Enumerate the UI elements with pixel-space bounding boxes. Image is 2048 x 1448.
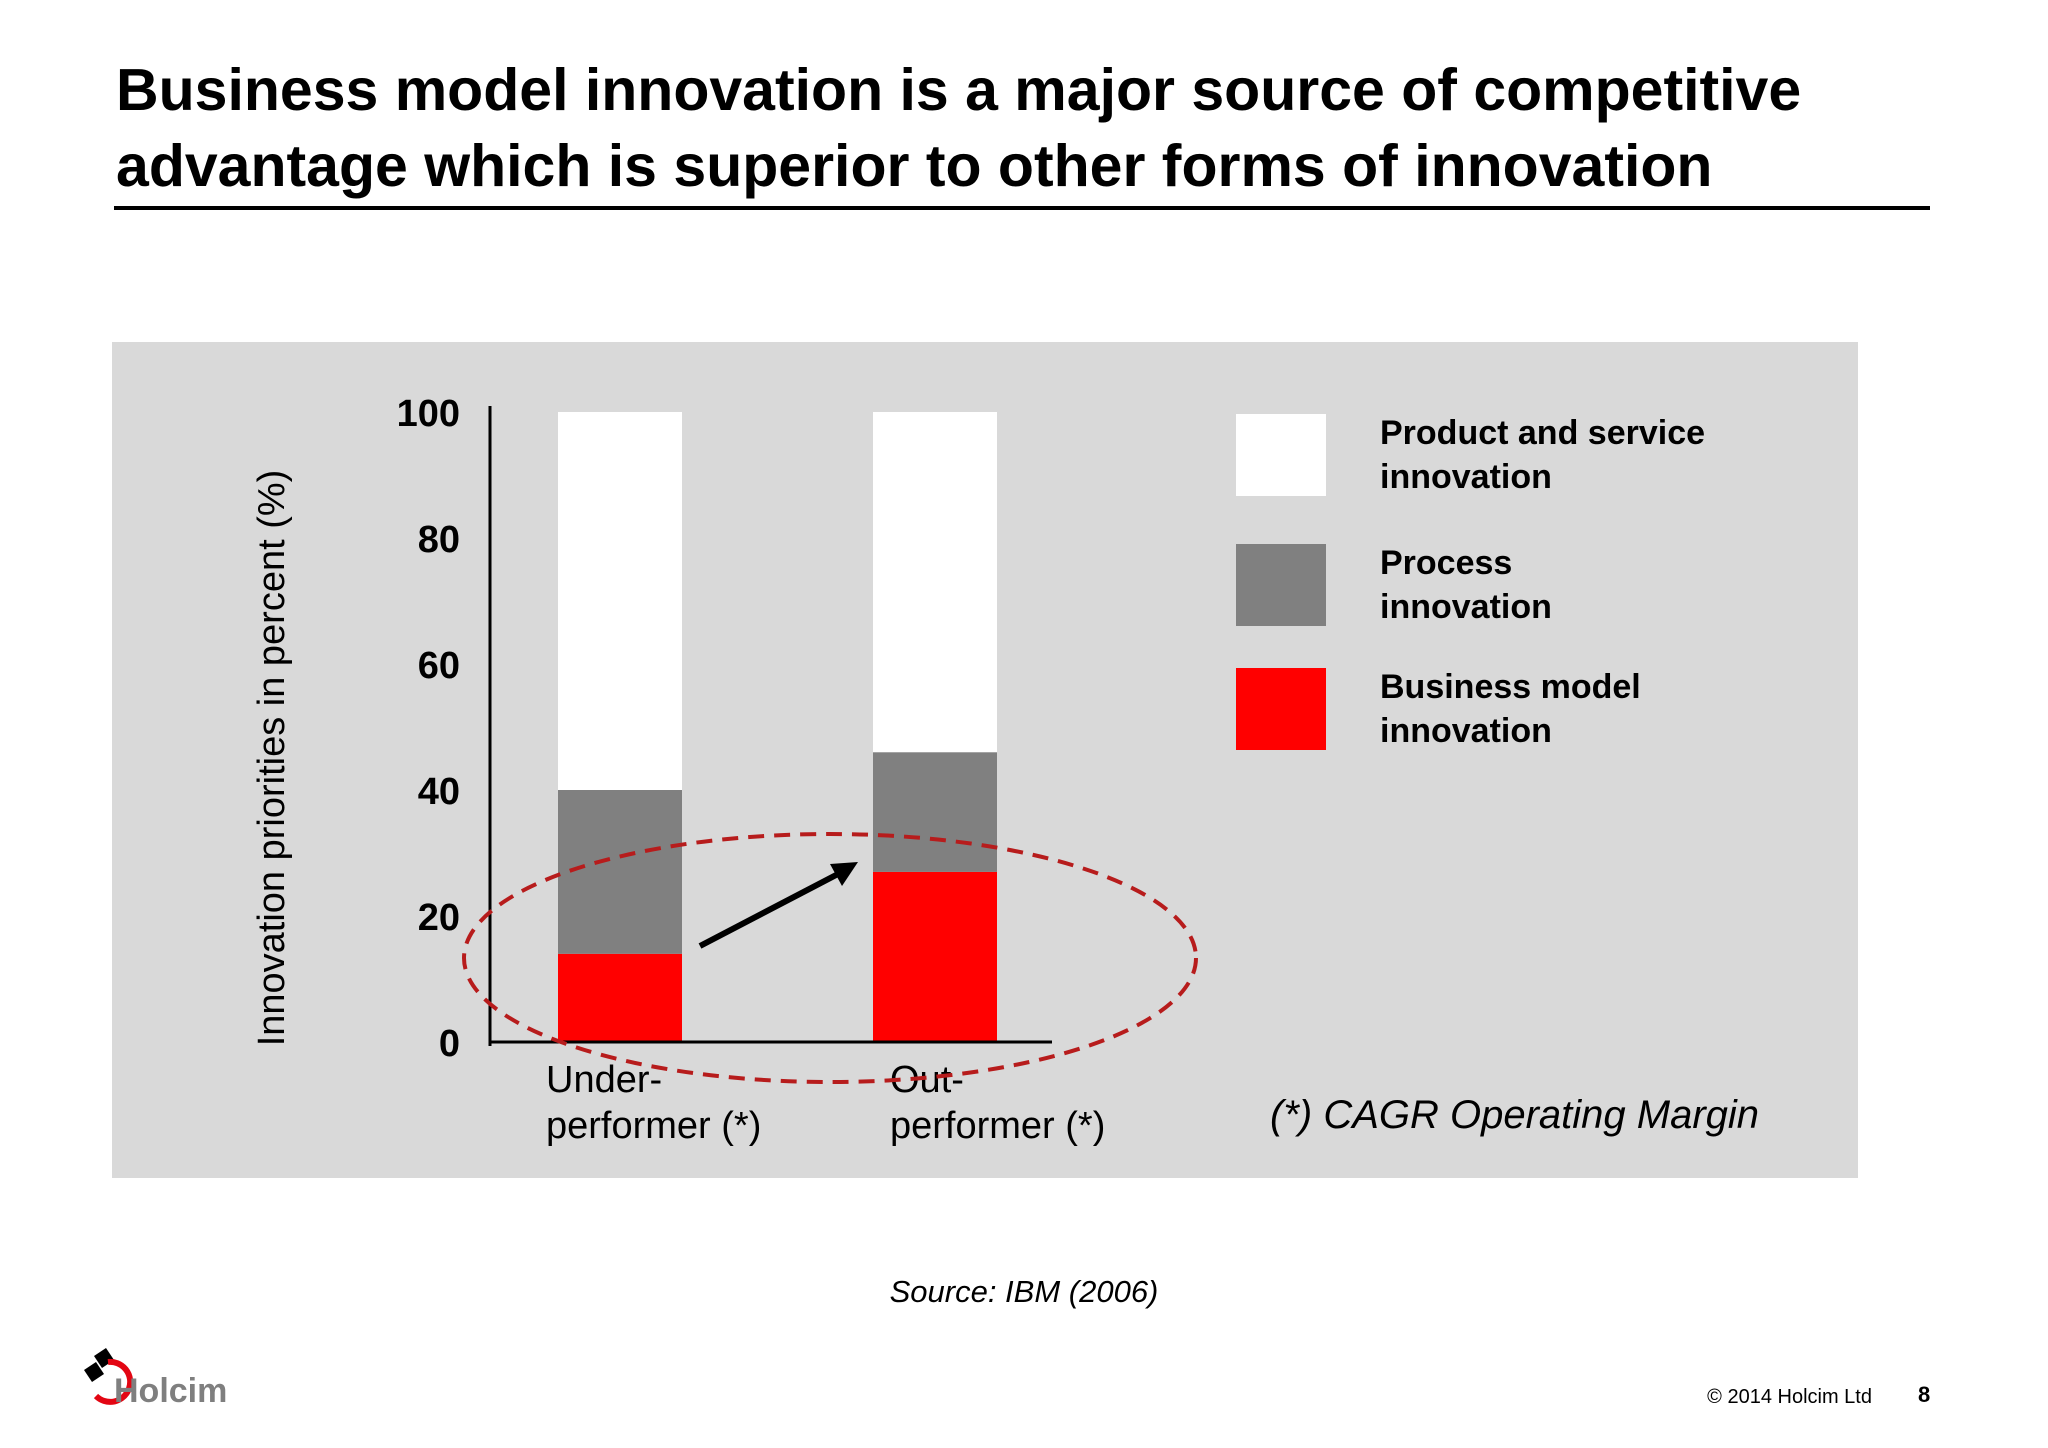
bar-underperformer-business-model-innovation [558,953,682,1042]
y-tick-label: 80 [418,519,460,561]
x-category-label: Under-performer (*) [546,1059,761,1147]
bar-outperformer-business-model-innovation [873,871,997,1042]
trend-arrow-shaft [698,871,840,949]
bar-underperformer-product-and-service-innovation [558,412,682,790]
page-number: 8 [1918,1382,1931,1407]
source-note: Source: IBM (2006) [889,1274,1159,1309]
x-tick-labels: Under-performer (*) Out-performer (*) [546,1059,1105,1147]
y-tick-label: 40 [418,771,460,813]
y-tick-label: 0 [439,1023,460,1065]
y-axis-title-line-1: Innovation priorities in percent (%) [251,470,293,1047]
y-axis-title: Innovation priorities in percent (%) [251,470,293,1047]
legend-label: Product and service innovation [1380,414,1705,496]
y-tick-label: 60 [418,645,460,687]
title-underline [114,206,1930,210]
trend-arrow-head [830,862,858,886]
copyright-text: © 2014 Holcim Ltd [1707,1386,1872,1408]
highlight-ellipse [462,832,1198,1084]
y-tick-labels: 0 20 40 60 80 100 [397,393,460,1065]
footnote: (*) CAGR Operating Margin [1270,1093,1759,1137]
y-tick-label: 100 [397,393,460,435]
legend-label: Process innovation [1380,544,1552,626]
y-tick-label: 20 [418,897,460,939]
legend: Product and service innovation Process inno… [1236,414,1705,750]
slide-title: Business model innovation is a major sou… [116,57,1802,199]
holcim-logo-icon [84,1348,134,1405]
logo-text: Holcim [114,1372,228,1410]
x-category-label: Out-performer (*) [890,1059,1105,1147]
legend-swatch [1236,544,1326,626]
bar-outperformer-process-innovation [873,752,997,872]
bar-outperformer-product-and-service-innovation [873,412,997,753]
bar-underperformer-process-innovation [558,790,682,954]
legend-swatch [1236,414,1326,496]
bars-group [558,412,997,1042]
legend-label: Business model innovation [1380,668,1641,750]
legend-swatch [1236,668,1326,750]
